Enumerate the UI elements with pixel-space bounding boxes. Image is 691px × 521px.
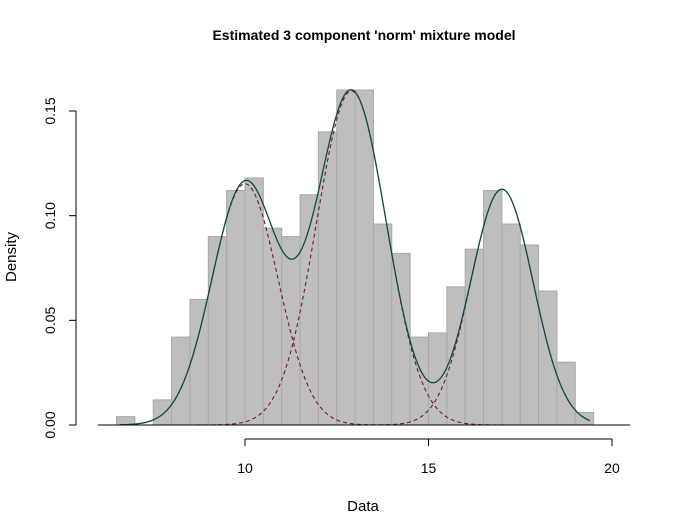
y-tick-label: 0.15 [42, 97, 58, 124]
mixture-density-curve [120, 88, 591, 426]
histogram-bar [226, 190, 246, 426]
y-tick-label: 0.05 [42, 306, 58, 333]
x-axis-label: Data [347, 498, 379, 515]
y-tick-label: 0.00 [42, 411, 58, 438]
histogram-bar [189, 298, 209, 426]
x-tick-label: 10 [237, 460, 253, 476]
histogram-bar [428, 332, 448, 426]
histogram-bar [391, 252, 411, 426]
histogram-bar [171, 336, 191, 426]
histogram-bar [336, 89, 356, 426]
y-tick-label: 0.10 [42, 202, 58, 229]
histogram-bar [446, 286, 466, 426]
histogram-bar [464, 248, 485, 426]
y-axis: 0.00 0.05 0.10 0.15 [42, 97, 77, 439]
chart-title: Estimated 3 component 'norm' mixture mod… [212, 27, 515, 43]
y-axis-label: Density [3, 231, 20, 282]
histogram-bars [116, 89, 595, 426]
histogram-bar [574, 411, 595, 426]
histogram-bar [281, 236, 301, 426]
histogram-bar [207, 236, 228, 426]
x-tick-label: 15 [421, 460, 437, 476]
x-axis: 10 15 20 [237, 438, 620, 476]
histogram-bar [519, 244, 540, 426]
histogram-bar [262, 227, 283, 426]
histogram-bar [152, 399, 173, 426]
mixture-curve [120, 88, 591, 426]
x-tick-label: 20 [604, 460, 620, 476]
histogram-bar [317, 131, 338, 426]
histogram-bar [483, 190, 503, 426]
histogram-bar [244, 177, 264, 426]
histogram-bar [501, 223, 521, 426]
histogram-bar [538, 290, 558, 426]
histogram-bar [372, 223, 393, 426]
histogram-bar [556, 361, 576, 426]
